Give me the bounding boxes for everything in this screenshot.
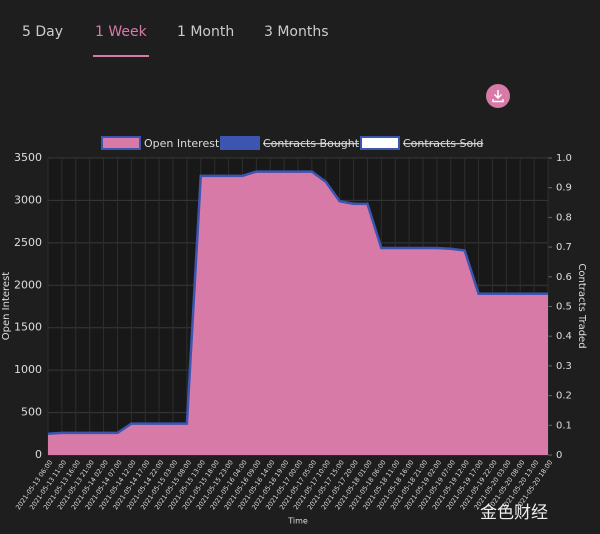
legend-item[interactable]: Contracts Sold — [360, 136, 483, 150]
tab[interactable]: 3 Months — [264, 24, 329, 40]
download-icon — [492, 90, 504, 103]
x-tick-label: 2021-05-14 22:00 — [125, 459, 165, 512]
y-axis-title: Open Interest — [1, 272, 12, 341]
x-tick-label: 2021-05-19 07:00 — [417, 459, 457, 512]
x-tick-label: 2021-05-18 01:00 — [334, 459, 374, 512]
x-tick-label: 2021-05-14 17:00 — [111, 459, 151, 512]
x-axis-title: Time — [287, 517, 308, 526]
area-line — [47, 170, 548, 436]
y2-tick-label: 0.4 — [556, 331, 572, 342]
x-tick-label: 2021-05-13 06:00 — [14, 459, 54, 512]
x-tick-label: 2021-05-19 12:00 — [431, 459, 471, 512]
legend-swatch — [360, 136, 400, 150]
x-tick-label: 2021-05-18 16:00 — [375, 459, 415, 512]
x-tick-label: 2021-05-16 19:00 — [250, 459, 290, 512]
download-button[interactable] — [486, 84, 510, 108]
x-tick-label: 2021-05-17 15:00 — [306, 459, 346, 512]
y-tick-label: 3000 — [14, 193, 42, 206]
x-tick-label: 2021-05-14 07:00 — [84, 459, 124, 512]
x-tick-label: 2021-05-14 02:00 — [70, 459, 110, 512]
x-tick-label: 2021-05-15 13:00 — [167, 459, 207, 512]
x-tick-label: 2021-05-14 12:00 — [97, 459, 137, 512]
y2-tick-label: 0.8 — [556, 212, 572, 223]
y-tick-label: 3500 — [14, 151, 42, 164]
plot-area — [48, 158, 548, 455]
x-tick-label: 2021-05-17 10:00 — [292, 459, 332, 512]
x-tick-label: 2021-05-19 22:00 — [459, 459, 499, 512]
x-tick-label: 2021-05-13 11:00 — [28, 459, 68, 512]
x-tick-label: 2021-05-17 00:00 — [264, 459, 304, 512]
x-tick-label: 2021-05-16 09:00 — [222, 459, 262, 512]
legend-item[interactable]: Open Interest — [101, 136, 220, 150]
x-tick-label: 2021-05-18 11:00 — [361, 459, 401, 512]
y-tick-label: 500 — [21, 406, 42, 419]
badge-icon — [523, 158, 543, 184]
x-tick-label: 2021-05-20 18:00 — [514, 459, 554, 512]
y2-axis-title: Contracts Traded — [576, 263, 587, 348]
x-tick-label: 2021-05-18 21:00 — [389, 459, 429, 512]
y-tick-label: 1000 — [14, 363, 42, 376]
y2-tick-label: 0.6 — [556, 272, 572, 283]
y-tick-label: 2500 — [14, 236, 42, 249]
y2-tick-label: 1.0 — [556, 153, 572, 164]
legend-item[interactable]: Contracts Bought — [220, 136, 360, 150]
y-tick-label: 2000 — [14, 278, 42, 291]
tab[interactable]: 1 Week — [95, 24, 147, 40]
watermark: 金色财经 — [480, 503, 548, 523]
x-tick-label: 2021-05-17 05:00 — [278, 459, 318, 512]
legend-label: Open Interest — [144, 137, 220, 150]
x-tick-label: 2021-05-13 21:00 — [56, 459, 96, 512]
x-tick-label: 2021-05-15 18:00 — [181, 459, 221, 512]
legend-swatch — [220, 136, 260, 150]
y2-tick-label: 0.2 — [556, 391, 572, 402]
tab-underline — [93, 55, 149, 57]
x-tick-label: 2021-05-16 04:00 — [209, 459, 249, 512]
x-tick-label: 2021-05-15 03:00 — [139, 459, 179, 512]
x-tick-label: 2021-05-13 16:00 — [42, 459, 82, 512]
y-tick-label: 1500 — [14, 321, 42, 334]
x-tick-label: 2021-05-20 03:00 — [472, 459, 512, 512]
x-tick-label: 2021-05-19 17:00 — [445, 459, 485, 512]
y2-tick-label: 0.9 — [556, 183, 572, 194]
y2-tick-label: 0.1 — [556, 420, 572, 431]
badge: GV — [526, 167, 540, 177]
y2-tick-label: 0 — [556, 450, 562, 461]
x-tick-label: 2021-05-19 02:00 — [403, 459, 443, 512]
legend-label: Contracts Sold — [403, 137, 483, 150]
tab[interactable]: 1 Month — [177, 24, 235, 40]
legend-label: Contracts Bought — [263, 137, 360, 150]
y2-tick-label: 0.5 — [556, 302, 572, 313]
x-tick-label: 2021-05-20 08:00 — [486, 459, 526, 512]
y-tick-label: 0 — [35, 448, 42, 461]
x-tick-label: 2021-05-16 14:00 — [236, 459, 276, 512]
tab[interactable]: 5 Day — [22, 24, 64, 40]
legend-swatch — [101, 136, 141, 150]
x-tick-label: 2021-05-18 06:00 — [347, 459, 387, 512]
x-tick-label: 2021-05-20 13:00 — [500, 459, 540, 512]
area — [48, 171, 548, 455]
y2-tick-label: 0.3 — [556, 361, 572, 372]
y2-tick-label: 0.7 — [556, 242, 572, 253]
x-tick-label: 2021-05-15 23:00 — [195, 459, 235, 512]
x-tick-label: 2021-05-15 08:00 — [153, 459, 193, 512]
x-tick-label: 2021-05-17 20:00 — [320, 459, 360, 512]
